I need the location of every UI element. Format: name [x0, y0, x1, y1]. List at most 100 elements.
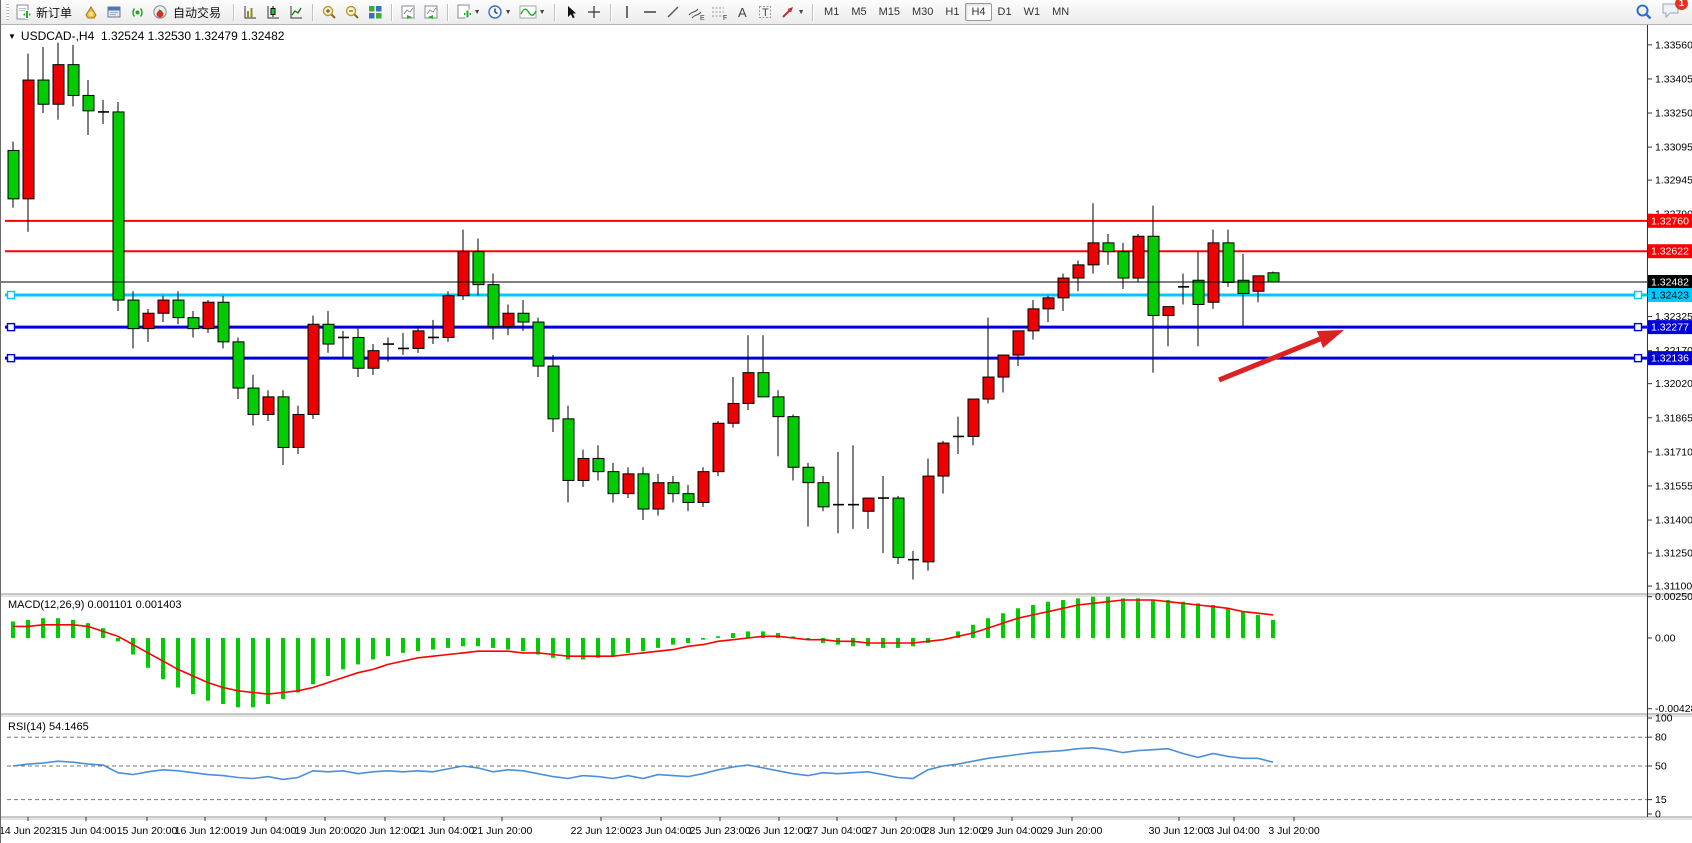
macd-bar	[506, 638, 510, 650]
periods-button[interactable]: ▼	[484, 2, 514, 22]
timeframe-button-M5[interactable]: M5	[851, 6, 867, 18]
price-axis-tick: 1.31555	[1655, 480, 1692, 492]
tile-windows-icon	[368, 5, 382, 18]
indicators-button[interactable]: ▼	[515, 2, 549, 22]
vertical-line-tool-button[interactable]	[616, 2, 638, 22]
line-chart-icon	[290, 5, 302, 18]
bear-candle	[667, 482, 680, 495]
terminal-button[interactable]	[103, 2, 125, 22]
candlestick-mode-button[interactable]	[262, 2, 284, 22]
bull-candle	[1162, 306, 1175, 316]
profile-chart-back-icon	[424, 5, 438, 19]
new-order-button[interactable]	[12, 2, 34, 22]
line-handle[interactable]	[6, 353, 16, 363]
time-axis-label: 28 Jun 12:00	[924, 825, 985, 837]
bull-candle	[1057, 277, 1070, 299]
signals-button[interactable]	[126, 2, 148, 22]
line-handle[interactable]	[1633, 353, 1643, 363]
bear-candle	[892, 497, 905, 558]
macd-bar	[806, 638, 810, 640]
notification-badge: 1	[1675, 0, 1688, 10]
profile-prev-button[interactable]	[420, 2, 442, 22]
bull-candle	[52, 64, 65, 105]
zoom-in-button[interactable]	[318, 2, 340, 22]
time-axis-label: 19 Jun 04:00	[236, 825, 297, 837]
toolbar-grip[interactable]	[6, 4, 9, 20]
bear-candle	[277, 396, 290, 448]
line-handle[interactable]	[6, 290, 16, 300]
zoom-out-button[interactable]	[341, 2, 363, 22]
crosshair-tool-button[interactable]	[583, 2, 605, 22]
macd-bar	[1256, 614, 1260, 638]
toolbar-separator	[447, 3, 449, 21]
macd-bar	[581, 638, 585, 660]
equidistant-channel-tool-button[interactable]: E	[685, 2, 707, 22]
macd-bar	[566, 638, 570, 660]
clock-icon	[487, 4, 502, 19]
price-axis-tick: 1.31865	[1655, 412, 1692, 424]
new-order-label[interactable]: 新订单	[36, 5, 73, 20]
profile-next-button[interactable]	[397, 2, 419, 22]
bull-candle	[967, 398, 980, 437]
macd-bar	[1001, 613, 1005, 638]
line-chart-mode-button[interactable]	[285, 2, 307, 22]
toolbar-separator	[312, 3, 314, 21]
bear-candle	[517, 312, 530, 323]
bear-candle	[547, 365, 560, 420]
timeframe-button-MN[interactable]: MN	[1052, 6, 1070, 18]
bull-candle	[367, 350, 380, 369]
price-axis-tick: 1.33405	[1655, 73, 1692, 85]
macd-bar	[686, 638, 690, 643]
horizontal-line-tool-button[interactable]	[639, 2, 661, 22]
bull-candle	[1207, 242, 1220, 303]
cursor-tool-button[interactable]	[560, 2, 582, 22]
trend-arrow[interactable]	[1218, 330, 1344, 383]
tile-windows-button[interactable]	[364, 2, 386, 22]
price-label-badge	[1648, 244, 1692, 259]
macd-bar	[731, 633, 735, 638]
macd-bar	[476, 638, 480, 647]
autotrading-button[interactable]	[149, 2, 171, 22]
bear-candle	[1102, 242, 1115, 253]
toolbar-right-group: 1	[1635, 0, 1689, 24]
arrows-tool-button[interactable]: ▼	[777, 2, 807, 22]
line-handle[interactable]	[1633, 322, 1643, 332]
timeframe-button-D1[interactable]: D1	[997, 6, 1012, 18]
macd-bar	[1151, 600, 1155, 638]
bar-chart-mode-button[interactable]	[239, 2, 261, 22]
horizontal-line-icon	[643, 10, 656, 13]
autotrading-label[interactable]: 自动交易	[173, 5, 222, 20]
text-tool-button[interactable]: A	[731, 2, 753, 22]
timeframe-button-M1[interactable]: M1	[824, 6, 840, 18]
timeframe-button-H1[interactable]: H1	[945, 6, 960, 18]
channel-icon: E	[688, 8, 705, 21]
timeframe-button-W1[interactable]: W1	[1023, 6, 1041, 18]
macd-bar	[701, 638, 705, 640]
macd-bar	[416, 638, 420, 652]
macd-bar	[791, 636, 795, 638]
macd-bar	[296, 638, 300, 693]
timeframe-button-M15[interactable]: M15	[878, 6, 900, 18]
search-icon[interactable]	[1635, 3, 1653, 21]
metaeditor-button[interactable]	[80, 2, 102, 22]
notifications-button[interactable]: 1	[1661, 0, 1688, 24]
text-label-tool-button[interactable]: T	[754, 2, 776, 22]
chart-title: ▼ USDCAD-,H4 1.32524 1.32530 1.32479 1.32…	[8, 29, 284, 43]
timeframe-bar: M1 M5 M15 M30 H1 H4 D1 W1 MN	[818, 3, 1075, 21]
timeframe-button-M30[interactable]: M30	[912, 6, 934, 18]
line-handle[interactable]	[6, 322, 16, 332]
trendline-tool-button[interactable]	[662, 2, 684, 22]
timeframe-button-H4[interactable]: H4	[965, 3, 992, 21]
fibonacci-tool-button[interactable]: F	[708, 2, 730, 22]
macd-bar	[41, 618, 45, 638]
new-chart-button[interactable]: ▼	[453, 2, 483, 22]
collapse-triangle-icon[interactable]: ▼	[8, 32, 16, 41]
bull-candle	[157, 299, 170, 314]
price-label-badge	[1648, 320, 1692, 335]
line-handle[interactable]	[1633, 290, 1643, 300]
macd-bar	[56, 618, 60, 638]
time-axis-label: 15 Jun 20:00	[117, 825, 178, 837]
macd-bar	[101, 628, 105, 638]
